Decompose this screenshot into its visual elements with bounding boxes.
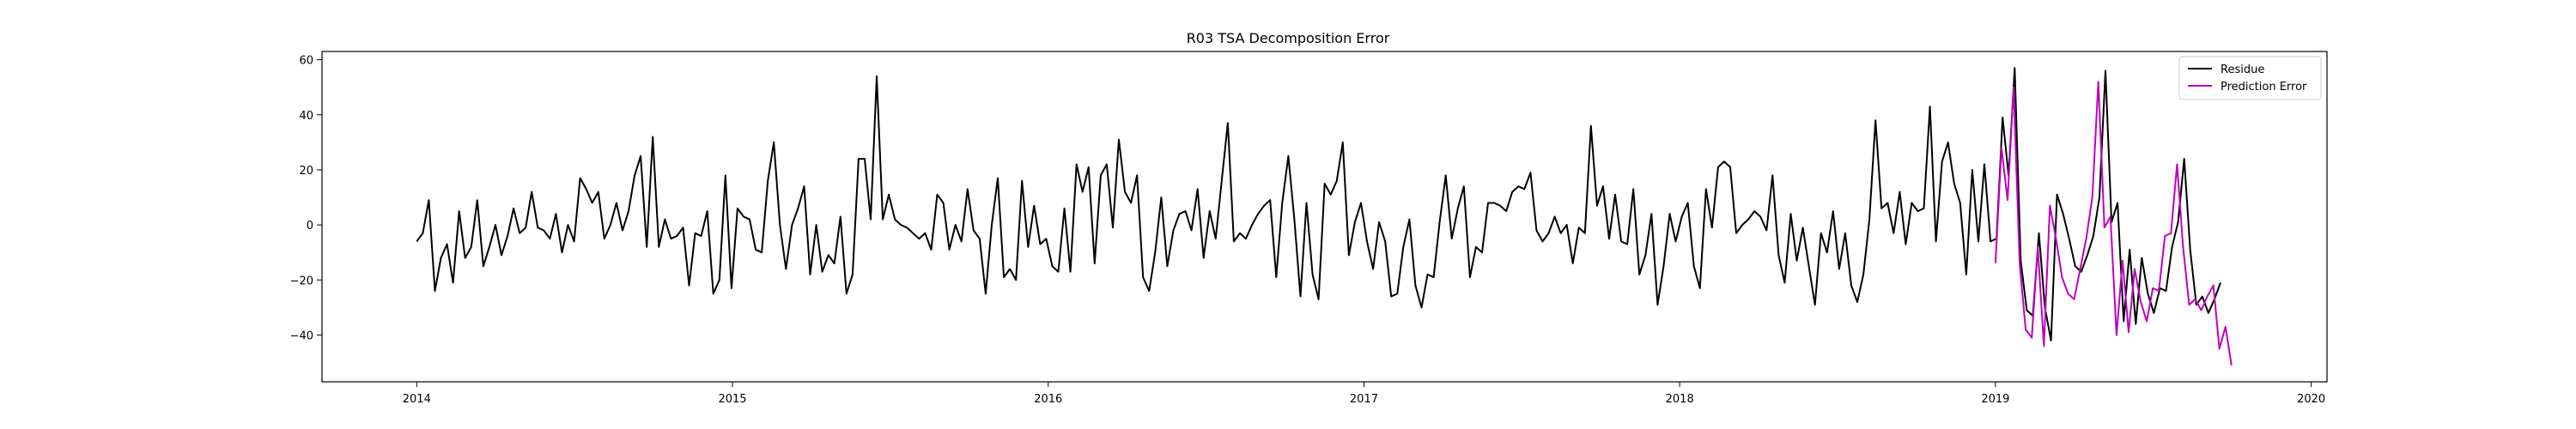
- legend-label-prediction-error: Prediction Error: [2221, 81, 2307, 94]
- y-tick-label: −40: [290, 329, 313, 342]
- x-axis: 2014 2015 2016 2017 2018 2019 2020: [403, 382, 2325, 406]
- y-tick-label: −20: [290, 275, 313, 287]
- x-tick-label: 2015: [718, 393, 746, 406]
- plot-frame: [321, 51, 2328, 383]
- legend-box: [2178, 56, 2322, 100]
- x-tick-label: 2014: [403, 393, 431, 406]
- x-tick-label: 2018: [1666, 393, 1694, 406]
- y-tick-label: 40: [299, 110, 313, 123]
- y-tick-label: 20: [299, 165, 313, 178]
- series-line-prediction-error: [1994, 81, 2233, 366]
- y-tick-label: 0: [307, 220, 313, 233]
- legend-label-residue: Residue: [2221, 63, 2264, 76]
- legend: Residue Prediction Error: [2178, 56, 2322, 100]
- x-tick-label: 2016: [1034, 393, 1062, 406]
- y-axis: −40 −20 0 20 40 60: [290, 55, 322, 342]
- x-tick-label: 2017: [1350, 393, 1378, 406]
- y-tick-label: 60: [299, 55, 313, 68]
- x-tick-label: 2020: [2297, 393, 2325, 406]
- plot-lines: [416, 67, 2233, 366]
- x-tick-label: 2019: [1981, 393, 2009, 406]
- series-line-residue: [416, 67, 2221, 341]
- chart-title: R03 TSA Decomposition Error: [1187, 30, 1390, 46]
